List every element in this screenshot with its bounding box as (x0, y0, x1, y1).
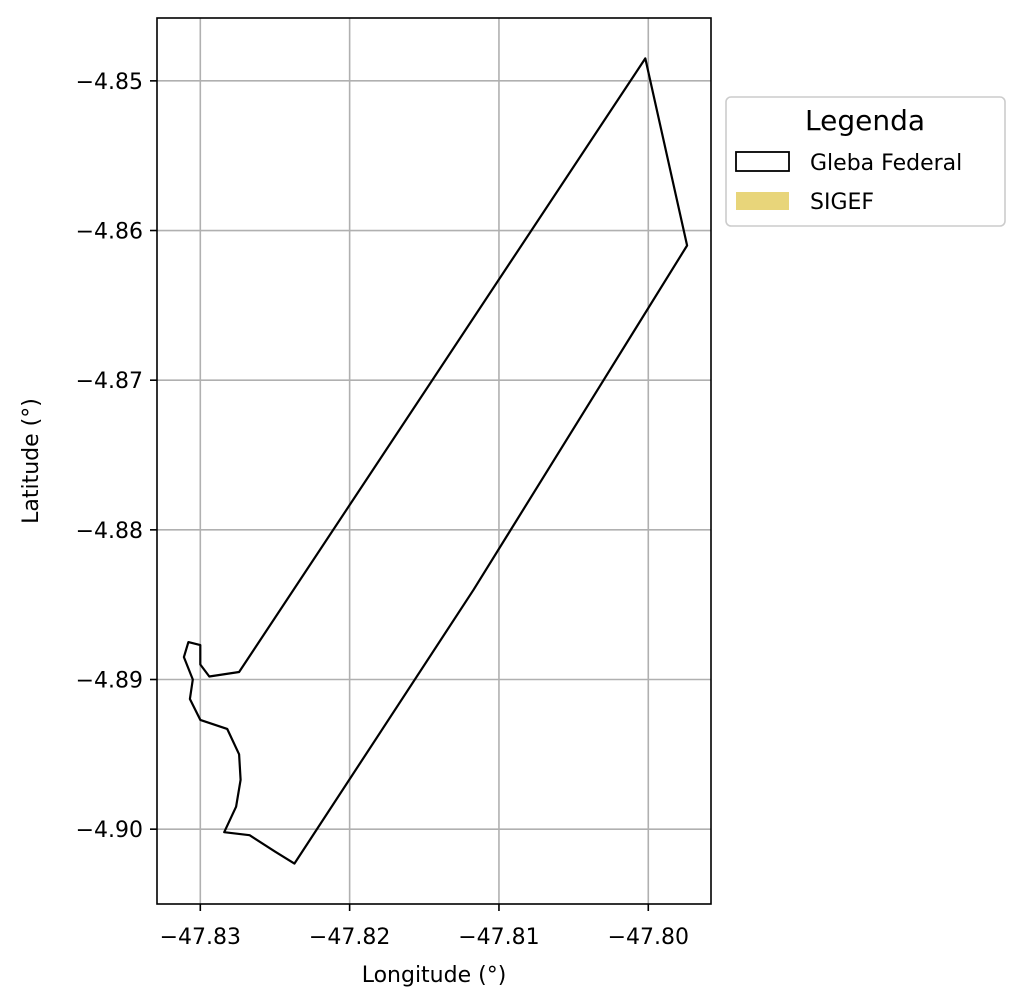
legend: Legenda Gleba Federal SIGEF (725, 96, 1006, 227)
x-tick-label: −47.80 (608, 925, 689, 950)
y-tick-label: −4.89 (76, 669, 143, 694)
plot-frame (156, 17, 712, 905)
polygon-layer (182, 57, 689, 865)
legend-label-sigef: SIGEF (810, 190, 874, 215)
x-tick-label: −47.82 (309, 925, 390, 950)
x-tick-label: −47.83 (160, 925, 241, 950)
legend-title: Legenda (805, 104, 925, 137)
legend-swatch-gleba-federal (735, 151, 790, 172)
grid-layer (157, 18, 711, 904)
y-tick-label: −4.87 (76, 369, 143, 394)
legend-frame (725, 96, 1006, 227)
gleba-federal-polygon (182, 57, 689, 865)
x-axis-title: Longitude (°) (362, 963, 507, 988)
legend-label-gleba-federal: Gleba Federal (810, 151, 962, 176)
y-tick-label: −4.86 (76, 220, 143, 245)
tick-layer: −47.83 −47.82 −47.81 −47.80 −4.85 −4.86 −4.87 −… (76, 70, 689, 950)
x-tick-label: −47.81 (458, 925, 539, 950)
y-tick-label: −4.90 (76, 818, 143, 843)
y-axis-title: Latitude (°) (19, 398, 44, 524)
legend-swatch-sigef (736, 192, 789, 210)
y-tick-label: −4.88 (76, 519, 143, 544)
y-tick-label: −4.85 (76, 70, 143, 95)
